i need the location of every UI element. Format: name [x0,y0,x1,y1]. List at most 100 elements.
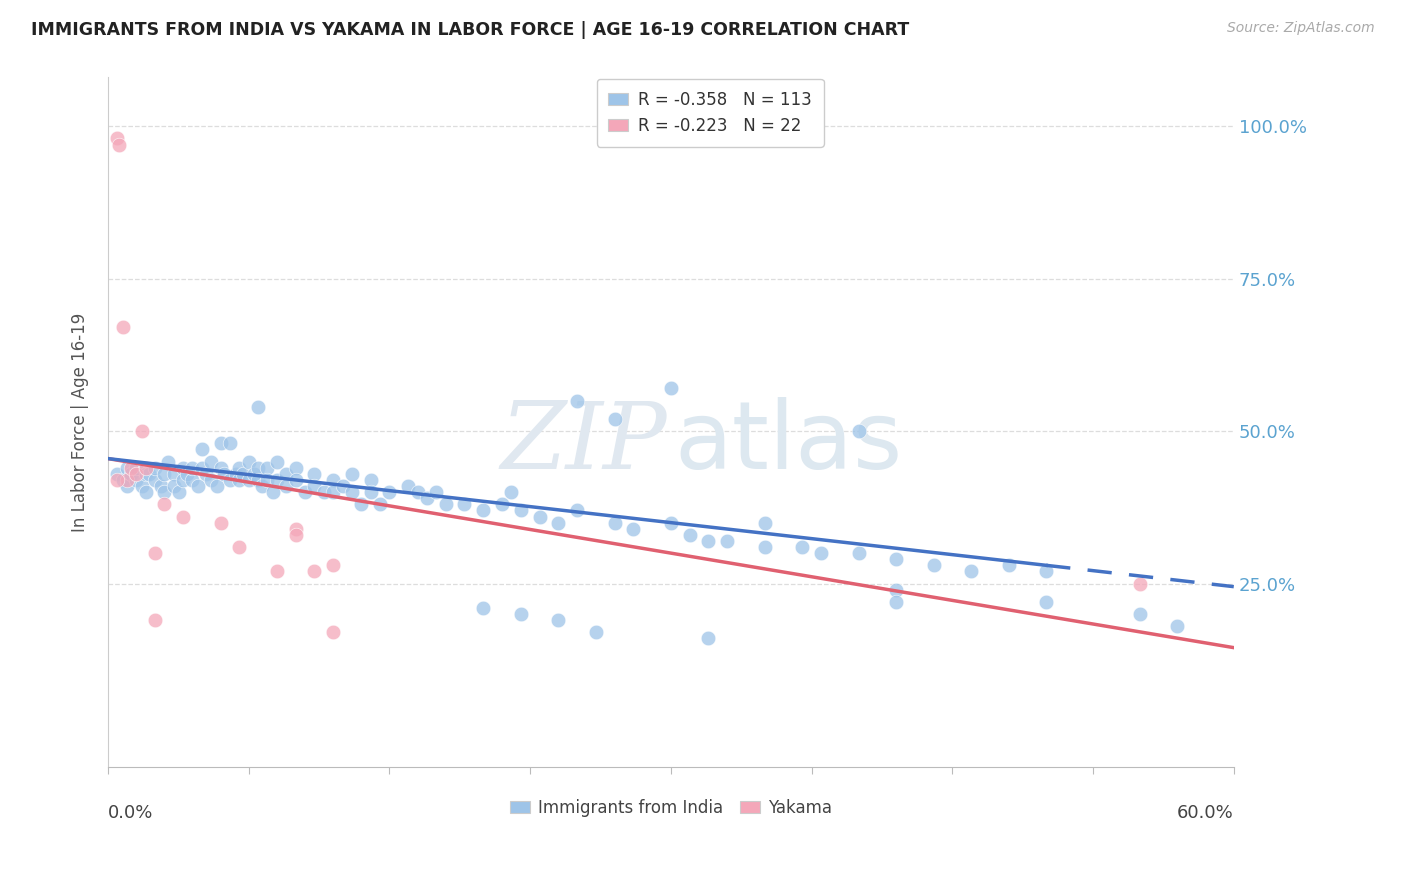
Point [219,473,242,487]
Point [176,467,198,481]
Point [143,460,166,475]
Point [332,479,354,493]
Point [266,455,288,469]
Point [716,533,738,548]
Point [304,565,326,579]
Point [247,400,270,414]
Point [163,479,186,493]
Point [134,467,156,481]
Point [1035,565,1057,579]
Point [997,558,1019,573]
Point [350,497,373,511]
Point [603,516,626,530]
Point [810,546,832,560]
Point [547,516,569,530]
Point [434,497,457,511]
Text: IMMIGRANTS FROM INDIA VS YAKAMA IN LABOR FORCE | AGE 16-19 CORRELATION CHART: IMMIGRANTS FROM INDIA VS YAKAMA IN LABOR… [31,21,910,38]
Point [284,522,307,536]
Point [754,516,776,530]
Point [247,460,270,475]
Point [247,473,270,487]
Point [243,467,266,481]
Point [453,497,475,511]
Point [232,467,254,481]
Point [884,582,907,597]
Point [848,546,870,560]
Point [105,131,128,145]
Point [472,601,495,615]
Text: 60.0%: 60.0% [1177,805,1234,822]
Point [143,473,166,487]
Point [228,540,250,554]
Point [172,473,194,487]
Point [125,460,148,475]
Point [187,479,209,493]
Point [621,522,644,536]
Point [565,503,588,517]
Point [266,565,288,579]
Point [228,473,250,487]
Point [149,479,172,493]
Point [108,137,131,152]
Point [105,467,128,481]
Point [238,455,260,469]
Point [659,381,682,395]
Point [134,485,156,500]
Point [322,558,344,573]
Point [340,485,363,500]
Point [697,533,720,548]
Point [225,467,247,481]
Point [960,565,983,579]
Point [105,473,128,487]
Point [191,460,214,475]
Point [884,595,907,609]
Point [378,485,401,500]
Point [262,485,284,500]
Point [111,320,134,334]
Point [131,424,153,438]
Point [547,613,569,627]
Point [209,436,232,450]
Point [163,467,186,481]
Point [228,460,250,475]
Point [120,460,142,475]
Point [115,479,138,493]
Point [153,497,176,511]
Point [276,479,298,493]
Point [322,625,344,640]
Point [304,467,326,481]
Point [360,473,382,487]
Point [284,473,307,487]
Point [340,467,363,481]
Point [172,509,194,524]
Point [509,503,531,517]
Legend: Immigrants from India, Yakama: Immigrants from India, Yakama [503,792,839,823]
Point [115,460,138,475]
Point [1129,607,1152,621]
Point [396,479,419,493]
Point [491,497,513,511]
Point [219,436,242,450]
Point [214,467,236,481]
Point [659,516,682,530]
Point [125,467,148,481]
Point [1035,595,1057,609]
Point [120,467,142,481]
Point [172,460,194,475]
Point [848,424,870,438]
Text: Source: ZipAtlas.com: Source: ZipAtlas.com [1227,21,1375,35]
Point [250,479,273,493]
Point [169,485,191,500]
Point [205,479,228,493]
Point [697,632,720,646]
Point [115,473,138,487]
Point [284,460,307,475]
Point [153,467,176,481]
Point [360,485,382,500]
Point [157,455,180,469]
Point [266,473,288,487]
Point [143,613,166,627]
Point [238,473,260,487]
Text: 0.0%: 0.0% [108,805,153,822]
Point [256,460,278,475]
